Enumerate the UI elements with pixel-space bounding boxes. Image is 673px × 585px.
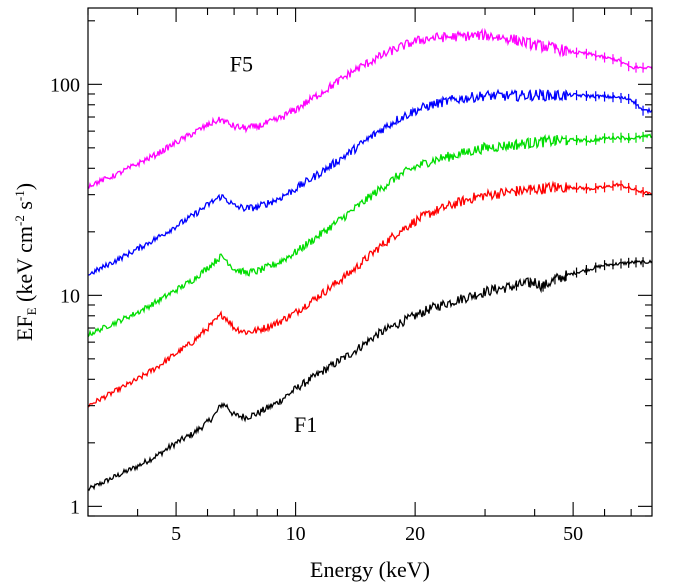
annotation-f1: F1 <box>294 412 317 437</box>
y-axis-label-sup1: -2 <box>12 215 27 226</box>
y-tick-label: 100 <box>50 74 80 96</box>
series-3-line <box>88 133 652 338</box>
y-axis-label-open: (keV cm <box>12 226 37 307</box>
series-2-line <box>88 180 652 408</box>
y-axis-label-sub: E <box>24 307 39 315</box>
ticks-layer: 5 10 20 50 1 10 100 <box>50 8 652 545</box>
y-axis-label-main: EF <box>12 315 37 341</box>
y-axis-label-sup2: -1 <box>12 190 27 201</box>
series-3 <box>88 131 652 338</box>
series-4 <box>88 88 652 276</box>
y-tick-label: 10 <box>60 285 80 307</box>
annotation-f5: F5 <box>230 52 253 77</box>
x-tick-label: 10 <box>286 523 306 545</box>
y-axis-label-close: ) <box>12 183 37 190</box>
y-axis-label: EFE (keV cm-2 s-1) <box>12 183 39 341</box>
annotations: F5 F1 <box>230 52 318 438</box>
series-5 <box>88 27 652 189</box>
plot-frame <box>87 7 653 517</box>
x-tick-label: 5 <box>171 523 181 545</box>
series-1 <box>88 257 652 492</box>
series-1-line <box>88 259 652 492</box>
y-axis-label-mid: s <box>12 201 37 215</box>
series-2 <box>88 180 652 408</box>
series-4-line <box>88 88 652 276</box>
x-axis-label: Energy (keV) <box>310 557 430 582</box>
series-5-line <box>88 27 652 189</box>
x-tick-label: 50 <box>563 523 583 545</box>
y-tick-label: 1 <box>70 496 80 518</box>
series-layer <box>88 27 652 492</box>
x-tick-label: 20 <box>405 523 425 545</box>
